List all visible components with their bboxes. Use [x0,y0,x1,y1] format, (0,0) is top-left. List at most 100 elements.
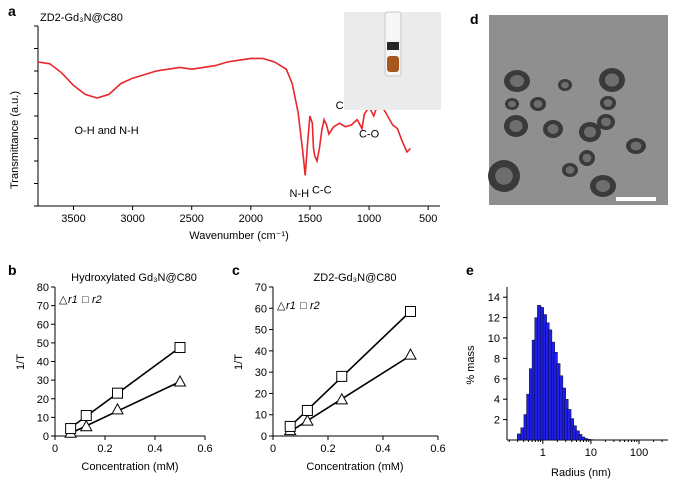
c-point-r1 [301,414,314,426]
b-y-tick-label: 80 [37,282,49,294]
ir-annotation: C-C [312,184,332,196]
b-point-r1 [111,402,124,415]
e-x-tick-label: 1 [540,447,546,459]
c-y-tick-label: 50 [255,325,267,337]
b-x-tick-label: 0.4 [147,443,162,455]
c-point-r2 [284,420,296,432]
b-x-label: Concentration (mM) [81,461,178,473]
e-x-tick-label: 100 [630,447,648,459]
b-ticks: 0 10 20 30 40 50 60 70 80 0 0.2 0.4 0.6 [37,282,213,455]
tem-particle-core [601,117,611,127]
tem-particle-core [583,126,597,138]
tem-particle-core [604,73,620,87]
b-point-r1 [79,419,93,432]
tem-particle-core [561,81,569,89]
c-y-tick-label: 40 [255,346,267,358]
c-x-tick-label: 0.6 [430,443,445,455]
e-x-tick-label: 10 [585,447,597,459]
c-x-tick-label: 0 [270,443,276,455]
b-y-tick-label: 60 [37,319,49,331]
panel-label-c: c [232,262,240,278]
ir-x-tick-label: 1000 [357,213,381,225]
c-y-tick-label: 70 [255,282,267,294]
tem-particle-core [565,166,575,174]
ir-spectrum-chart: ZD2-Gd₃N@C80 3500 3000 2500 2000 1500 1000 500… [9,11,441,242]
c-y-label: 1/T [233,354,245,370]
b-x-tick-label: 0.2 [97,443,112,455]
b-legend: △ r1 □ r2 [59,294,102,306]
tem-particle-core [509,74,525,88]
b-x-tick-label: 0 [52,443,58,455]
c-legend-r2: r2 [310,300,320,312]
c-y-tick-label: 10 [255,410,267,422]
b-y-label: 1/T [15,354,27,370]
c-x-tick-label: 0.4 [375,443,390,455]
e-x-label: Radius (nm) [551,467,611,479]
c-point-r1 [404,348,417,360]
b-point-r2 [80,410,92,422]
c-legend-square-icon: □ [300,300,307,312]
ir-x-tick-label: 3000 [120,213,144,225]
c-legend-r1: r1 [286,300,296,312]
tem-particle-core [630,141,642,151]
tem-particle-core [508,100,516,108]
vial-cap [387,42,399,50]
ir-y-ticks [34,25,38,207]
ir-annotation: N-H [290,188,310,200]
c-x-label: Concentration (mM) [306,461,403,473]
histogram-bar [517,433,522,441]
c-fit-line-r1 [289,354,411,433]
size-distribution-chart: 2 4 6 8 10 12 14 1 10 100 % mass Radius (nm) [465,287,668,479]
ir-x-label: Wavenumber (cm⁻¹) [189,230,289,242]
b-legend-square-icon: □ [82,294,89,306]
ir-title: ZD2-Gd₃N@C80 [40,12,123,24]
tem-particles [488,68,646,197]
relaxivity-chart-zd2: ZD2-Gd₃N@C80 0 10 20 30 40 50 60 70 0 0.2 0.4 0.6 △… [233,272,446,473]
b-x-tick-label: 0.6 [197,443,212,455]
c-point-r2 [405,305,416,317]
ir-x-tick-label: 2500 [179,213,203,225]
c-point-r1 [335,392,349,405]
e-ticks: 2 4 6 8 10 12 14 1 10 100 [488,292,663,459]
b-plot-area [64,342,187,438]
b-y-tick-label: 50 [37,338,49,350]
scale-bar [616,197,656,201]
ir-x-tick-label: 1500 [298,213,322,225]
b-y-tick-label: 30 [37,375,49,387]
tem-particle-core [595,179,611,193]
panel-label-b: b [8,262,17,278]
b-y-tick-label: 70 [37,301,49,313]
panel-label-d: d [470,11,479,27]
b-legend-triangle-icon: △ [59,294,68,306]
ir-x-ticks: 3500 3000 2500 2000 1500 1000 500 [61,206,437,225]
b-point-r1 [173,374,187,387]
c-point-r2 [336,370,348,382]
vial-liquid [387,56,399,72]
c-x-tick-label: 0.2 [320,443,335,455]
b-point-r2 [112,387,123,399]
e-bars [517,305,602,441]
e-y-tick-label: 14 [488,292,500,304]
ir-x-tick-label: 500 [419,213,437,225]
ir-annotation: O-H and N-H [74,125,138,137]
c-y-tick-label: 0 [261,431,267,443]
ir-annotation: C-O [359,129,380,141]
e-y-label: % mass [465,345,477,385]
b-legend-r2: r2 [92,294,102,306]
c-y-tick-label: 30 [255,367,267,379]
ir-x-tick-label: 2000 [239,213,263,225]
panel-label-a: a [8,3,16,19]
e-y-tick-label: 2 [494,415,500,427]
c-plot-area [283,305,417,436]
b-legend-r1: r1 [68,294,78,306]
b-y-tick-label: 10 [37,412,49,424]
b-y-tick-label: 40 [37,357,49,369]
e-y-tick-label: 8 [494,353,500,365]
tem-particle-core [533,100,543,108]
c-title: ZD2-Gd₃N@C80 [314,272,397,284]
c-legend-triangle-icon: △ [277,300,286,312]
vial-photo-inset [344,11,441,110]
b-point-r2 [174,342,186,354]
ir-y-label: Transmittance (a.u.) [9,91,21,189]
